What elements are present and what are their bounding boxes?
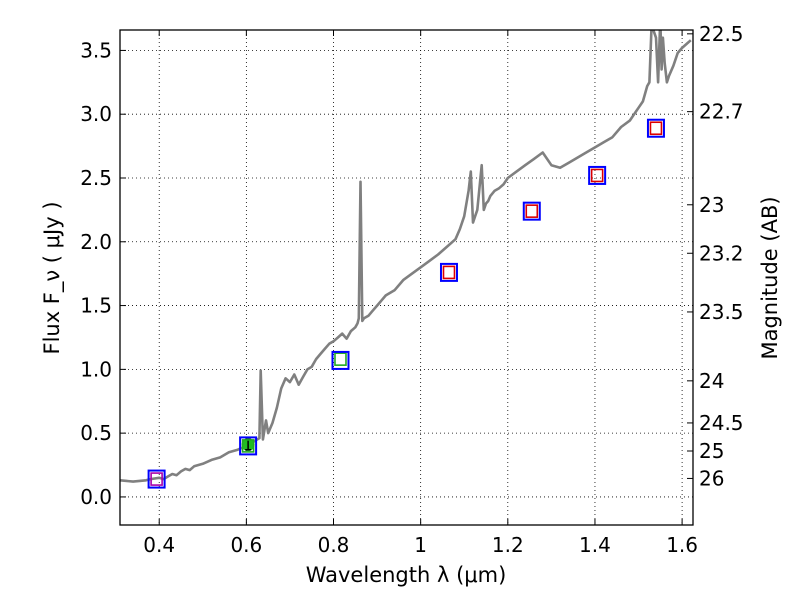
model-photometry-square [241, 439, 255, 453]
y-tick-label: 1.5 [80, 294, 112, 318]
magnitude-tick-label: 22.7 [699, 100, 744, 124]
observed-photometry-square [239, 436, 258, 456]
observed-photometry-square [646, 118, 665, 138]
model-photometry-square [334, 352, 347, 366]
x-tick-label: 1.4 [579, 533, 611, 557]
y-tick-label: 1.0 [80, 357, 112, 381]
x-tick-label: 0.8 [318, 533, 350, 557]
y-tick-label: 3.0 [80, 102, 112, 126]
x-axis-label: Wavelength λ (μm) [306, 563, 507, 587]
magnitude-tick-label: 23.5 [699, 300, 744, 324]
x-tick-label: 1.6 [666, 533, 698, 557]
x-tick-label: 0.6 [230, 533, 262, 557]
observed-photometry-square [588, 165, 607, 185]
observed-photometry-square [522, 201, 541, 221]
model-photometry-square [649, 121, 663, 136]
y-tick-label: 2.0 [80, 230, 112, 254]
magnitude-tick-label: 23 [699, 193, 724, 217]
axis-ticks: 0.4 0.6 0.8 1 1.2 1.4 1.6 0.0 0.5 1.0 1.5 2.0 2.5 3.0… [80, 22, 743, 557]
x-tick-label: 0.4 [143, 533, 175, 557]
x-tick-label: 1.2 [492, 533, 524, 557]
y-axis-label: Flux F_ν ( μJy ) [40, 201, 65, 354]
magnitude-tick-label: 24.5 [699, 411, 744, 435]
magnitude-tick-label: 23.2 [699, 241, 744, 265]
magnitude-tick-label: 24 [699, 369, 724, 393]
magnitude-tick-label: 22.5 [699, 22, 744, 46]
x-tick-label: 1 [414, 533, 427, 557]
y-tick-label: 0.0 [80, 485, 112, 509]
model-photometry-square [150, 472, 163, 486]
plot-area [120, 30, 692, 489]
model-photometry-square [590, 168, 604, 183]
y-tick-label: 3.5 [80, 38, 112, 62]
observed-photometry-square [331, 350, 350, 370]
y2-axis-label: Magnitude (AB) [758, 196, 782, 359]
model-photometry-square [525, 204, 539, 218]
observed-photometry-square [439, 262, 458, 282]
y-tick-label: 0.5 [80, 421, 112, 445]
magnitude-tick-label: 25 [699, 439, 724, 463]
plot-frame [119, 29, 694, 526]
model-photometry-square [442, 265, 456, 280]
y-tick-label: 2.5 [80, 166, 112, 190]
observed-photometry-square [147, 469, 166, 489]
magnitude-tick-label: 26 [699, 466, 724, 490]
